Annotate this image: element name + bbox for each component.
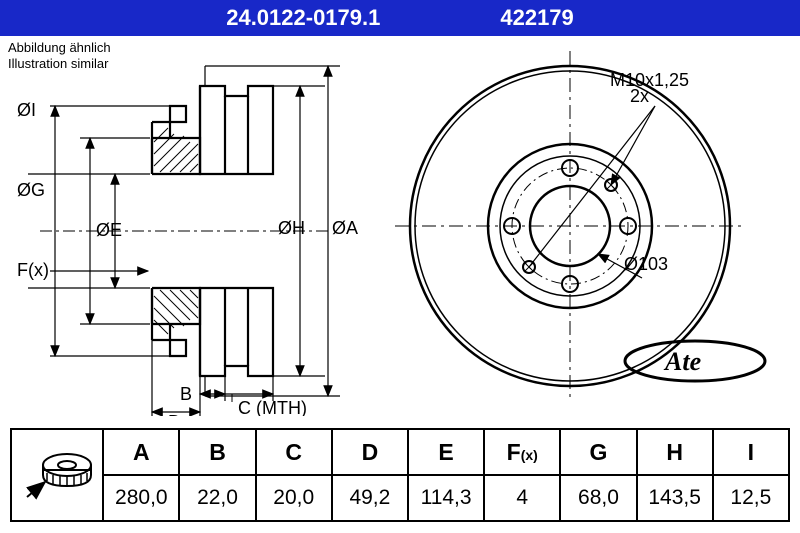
val-B: 22,0 xyxy=(179,475,255,521)
val-G: 68,0 xyxy=(560,475,636,521)
label-Fx: F(x) xyxy=(17,260,49,280)
col-E: E xyxy=(408,429,484,475)
dimension-table: A B C D E F(x) G H I 280,0 22,0 20,0 49,… xyxy=(10,428,790,522)
label-diaG: ØG xyxy=(17,180,45,200)
disc-type-icon xyxy=(11,429,103,521)
label-diaI: ØI xyxy=(17,100,36,120)
label-Cmth: C (MTH) xyxy=(238,398,307,416)
label-diaA: ØA xyxy=(332,218,358,238)
col-I: I xyxy=(713,429,789,475)
label-D: D xyxy=(168,412,181,416)
col-D: D xyxy=(332,429,408,475)
header-bar: 24.0122-0179.1 422179 xyxy=(0,0,800,36)
label-B: B xyxy=(180,384,192,404)
front-face: M10x1,25 2x Ø103 Ate xyxy=(395,51,765,401)
val-H: 143,5 xyxy=(637,475,713,521)
val-E: 114,3 xyxy=(408,475,484,521)
col-F: F(x) xyxy=(484,429,560,475)
col-B: B xyxy=(179,429,255,475)
label-thread: M10x1,25 xyxy=(610,70,689,90)
table-header-row: A B C D E F(x) G H I xyxy=(11,429,789,475)
label-thread-count: 2x xyxy=(630,86,649,106)
col-A: A xyxy=(103,429,179,475)
val-D: 49,2 xyxy=(332,475,408,521)
val-C: 20,0 xyxy=(256,475,332,521)
col-H: H xyxy=(637,429,713,475)
part-number-2: 422179 xyxy=(500,5,573,31)
col-G: G xyxy=(560,429,636,475)
part-number-1: 24.0122-0179.1 xyxy=(226,5,380,31)
val-I: 12,5 xyxy=(713,475,789,521)
col-C: C xyxy=(256,429,332,475)
label-diaH: ØH xyxy=(278,218,305,238)
label-bore: Ø103 xyxy=(624,254,668,274)
svg-text:Ate: Ate xyxy=(663,347,701,376)
technical-drawing: ØI ØG ØE F(x) ØH ØA B C (MTH xyxy=(0,36,800,416)
val-A: 280,0 xyxy=(103,475,179,521)
label-diaE: ØE xyxy=(96,220,122,240)
table-value-row: 280,0 22,0 20,0 49,2 114,3 4 68,0 143,5 … xyxy=(11,475,789,521)
val-F: 4 xyxy=(484,475,560,521)
side-section: ØI ØG ØE F(x) ØH ØA B C (MTH xyxy=(17,66,358,416)
